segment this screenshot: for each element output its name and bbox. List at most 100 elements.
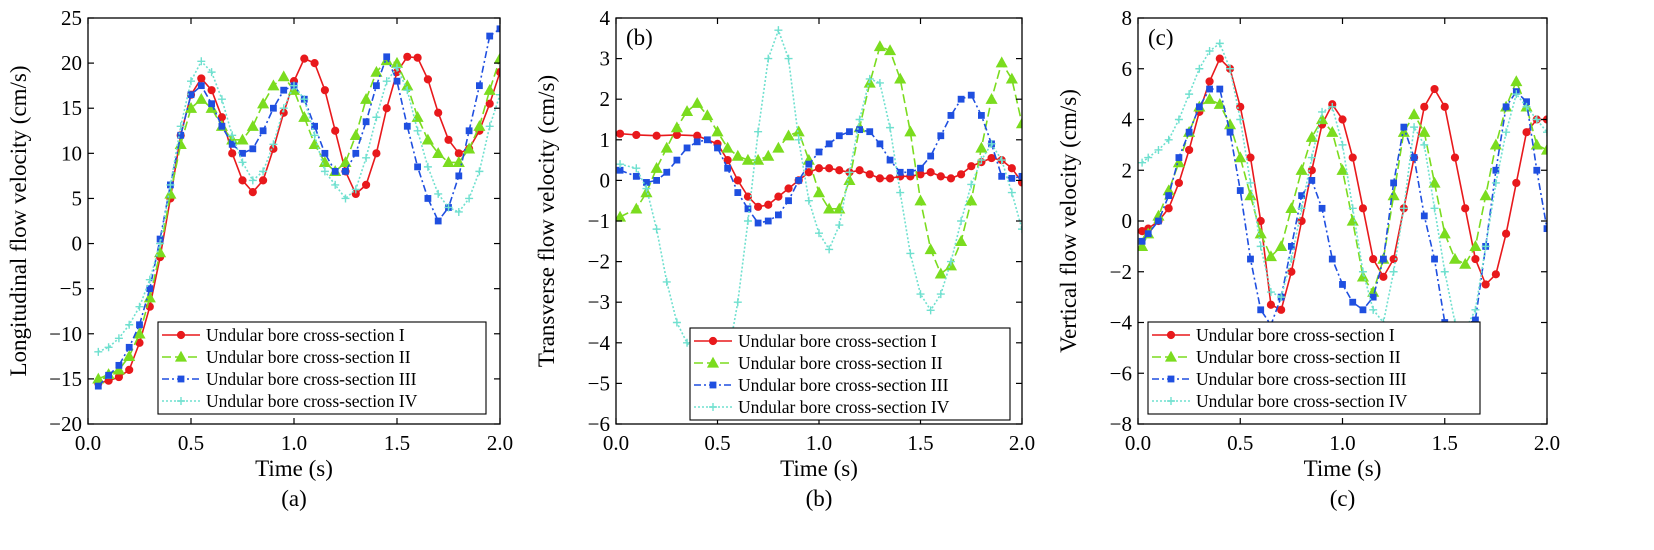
y-tick-label: 10	[61, 141, 82, 165]
data-point-3-29	[906, 168, 914, 176]
data-point-3-30	[393, 77, 401, 85]
legend-label: Undular bore cross-section II	[738, 353, 943, 373]
data-point-4-35	[444, 203, 453, 212]
data-point-4-29	[1420, 140, 1429, 149]
y-tick-label: −5	[588, 371, 610, 395]
data-point-1-8	[1205, 77, 1214, 86]
data-point-2-16	[1285, 202, 1298, 213]
data-point-2-28	[1408, 108, 1421, 120]
data-point-4-18	[269, 140, 278, 149]
data-point-1-17	[259, 176, 268, 185]
data-point-3-27	[886, 156, 894, 164]
data-point-3-6	[673, 156, 681, 164]
x-tick-label: 2.0	[487, 431, 513, 455]
data-point-4-2	[1144, 153, 1153, 162]
data-point-3-22	[835, 132, 843, 140]
data-point-4-3	[1154, 145, 1163, 154]
data-point-3-17	[1298, 192, 1305, 200]
data-point-4-14	[228, 131, 237, 140]
data-point-3-36	[455, 172, 463, 180]
data-point-2-38	[473, 120, 486, 131]
data-point-4-4	[125, 320, 134, 329]
x-tick-label: 0.0	[75, 431, 101, 455]
data-point-1-12	[774, 192, 783, 201]
data-point-2-30	[1428, 176, 1441, 188]
data-point-3-25	[1380, 255, 1387, 263]
data-point-4-32	[413, 126, 422, 135]
data-point-1-16	[814, 164, 824, 173]
legend-box	[157, 321, 487, 415]
data-point-4-17	[784, 54, 793, 63]
data-point-4-30	[1430, 204, 1439, 213]
data-point-3-28	[373, 82, 380, 90]
y-tick-label: −3	[588, 290, 610, 314]
y-tick-label: 2	[600, 87, 611, 111]
data-point-1-39	[485, 99, 494, 108]
legend-label: Undular bore cross-section IV	[1196, 391, 1408, 411]
x-tick-label: 0.5	[704, 431, 730, 455]
y-tick-label: 5	[72, 186, 83, 210]
data-point-4-28	[372, 113, 381, 122]
data-point-4-27	[362, 153, 371, 162]
data-point-3-23	[321, 149, 329, 157]
data-point-2-27	[360, 92, 373, 104]
data-point-4-20	[290, 81, 298, 90]
data-point-3-40	[1533, 166, 1541, 174]
data-point-4-27	[886, 123, 895, 132]
data-point-2-15	[1275, 240, 1288, 252]
data-point-3-4	[125, 343, 133, 351]
legend-marker	[1164, 350, 1178, 362]
data-point-1-32	[413, 53, 422, 62]
data-point-3-26	[1390, 179, 1398, 187]
data-point-1-5	[693, 131, 702, 140]
data-point-2-32	[1448, 252, 1462, 264]
data-point-3-36	[1492, 166, 1500, 174]
data-point-3-28	[896, 168, 904, 176]
data-point-4-27	[1399, 204, 1408, 213]
data-point-2-35	[1479, 189, 1492, 201]
data-point-2-7	[681, 105, 694, 117]
data-point-4-39	[1007, 188, 1016, 197]
data-point-4-4	[652, 225, 661, 234]
data-point-1-27	[362, 180, 371, 190]
data-point-4-14	[754, 127, 763, 136]
data-point-1-3	[114, 372, 124, 382]
data-point-4-39	[1522, 102, 1531, 111]
data-point-3-23	[846, 128, 853, 136]
data-point-3-11	[1236, 187, 1244, 194]
data-point-3-19	[1318, 204, 1326, 212]
data-point-1-29	[946, 174, 956, 183]
data-point-2-10	[711, 125, 724, 137]
data-point-1-3	[652, 131, 661, 140]
data-point-3-31	[403, 122, 411, 130]
data-point-1-7	[723, 156, 732, 165]
plot-area	[616, 26, 1022, 372]
data-point-3-29	[1420, 212, 1428, 220]
data-point-4-17	[1297, 204, 1306, 213]
legend-label: Undular bore cross-section II	[1196, 347, 1401, 367]
data-point-1-12	[207, 86, 216, 95]
chart-panel-c: 0.0 0.5 1.0 1.5 2.0 −8 −6 −4 −2 0 2 4 6 8 Time (s) Vert…	[1056, 6, 1560, 511]
data-point-4-16	[774, 26, 783, 35]
data-point-3-38	[476, 82, 483, 90]
data-point-2-31	[924, 243, 937, 255]
data-point-3-27	[1400, 123, 1408, 131]
data-point-4-17	[259, 167, 268, 176]
series-4	[616, 26, 1022, 372]
data-point-3-24	[856, 126, 863, 134]
data-point-1-16	[248, 188, 257, 197]
data-point-4-3	[642, 184, 651, 193]
legend-label: Undular bore cross-section IV	[206, 391, 418, 411]
data-point-4-32	[936, 290, 945, 299]
data-point-3-13	[1257, 306, 1265, 314]
chart-panel-a: 0.0 0.5 1.0 1.5 2.0 −20 −15 −10 −5 0 5 10 15 20 25 Time…	[6, 6, 513, 511]
data-point-3-9	[703, 136, 711, 144]
data-point-2-21	[298, 111, 311, 122]
data-point-4-2	[632, 164, 641, 173]
data-point-3-25	[342, 167, 349, 175]
data-point-4-2	[104, 343, 113, 352]
data-point-4-12	[1246, 178, 1255, 187]
data-point-4-38	[475, 167, 484, 176]
data-point-3-2	[105, 371, 112, 379]
data-point-4-24	[1369, 305, 1378, 314]
